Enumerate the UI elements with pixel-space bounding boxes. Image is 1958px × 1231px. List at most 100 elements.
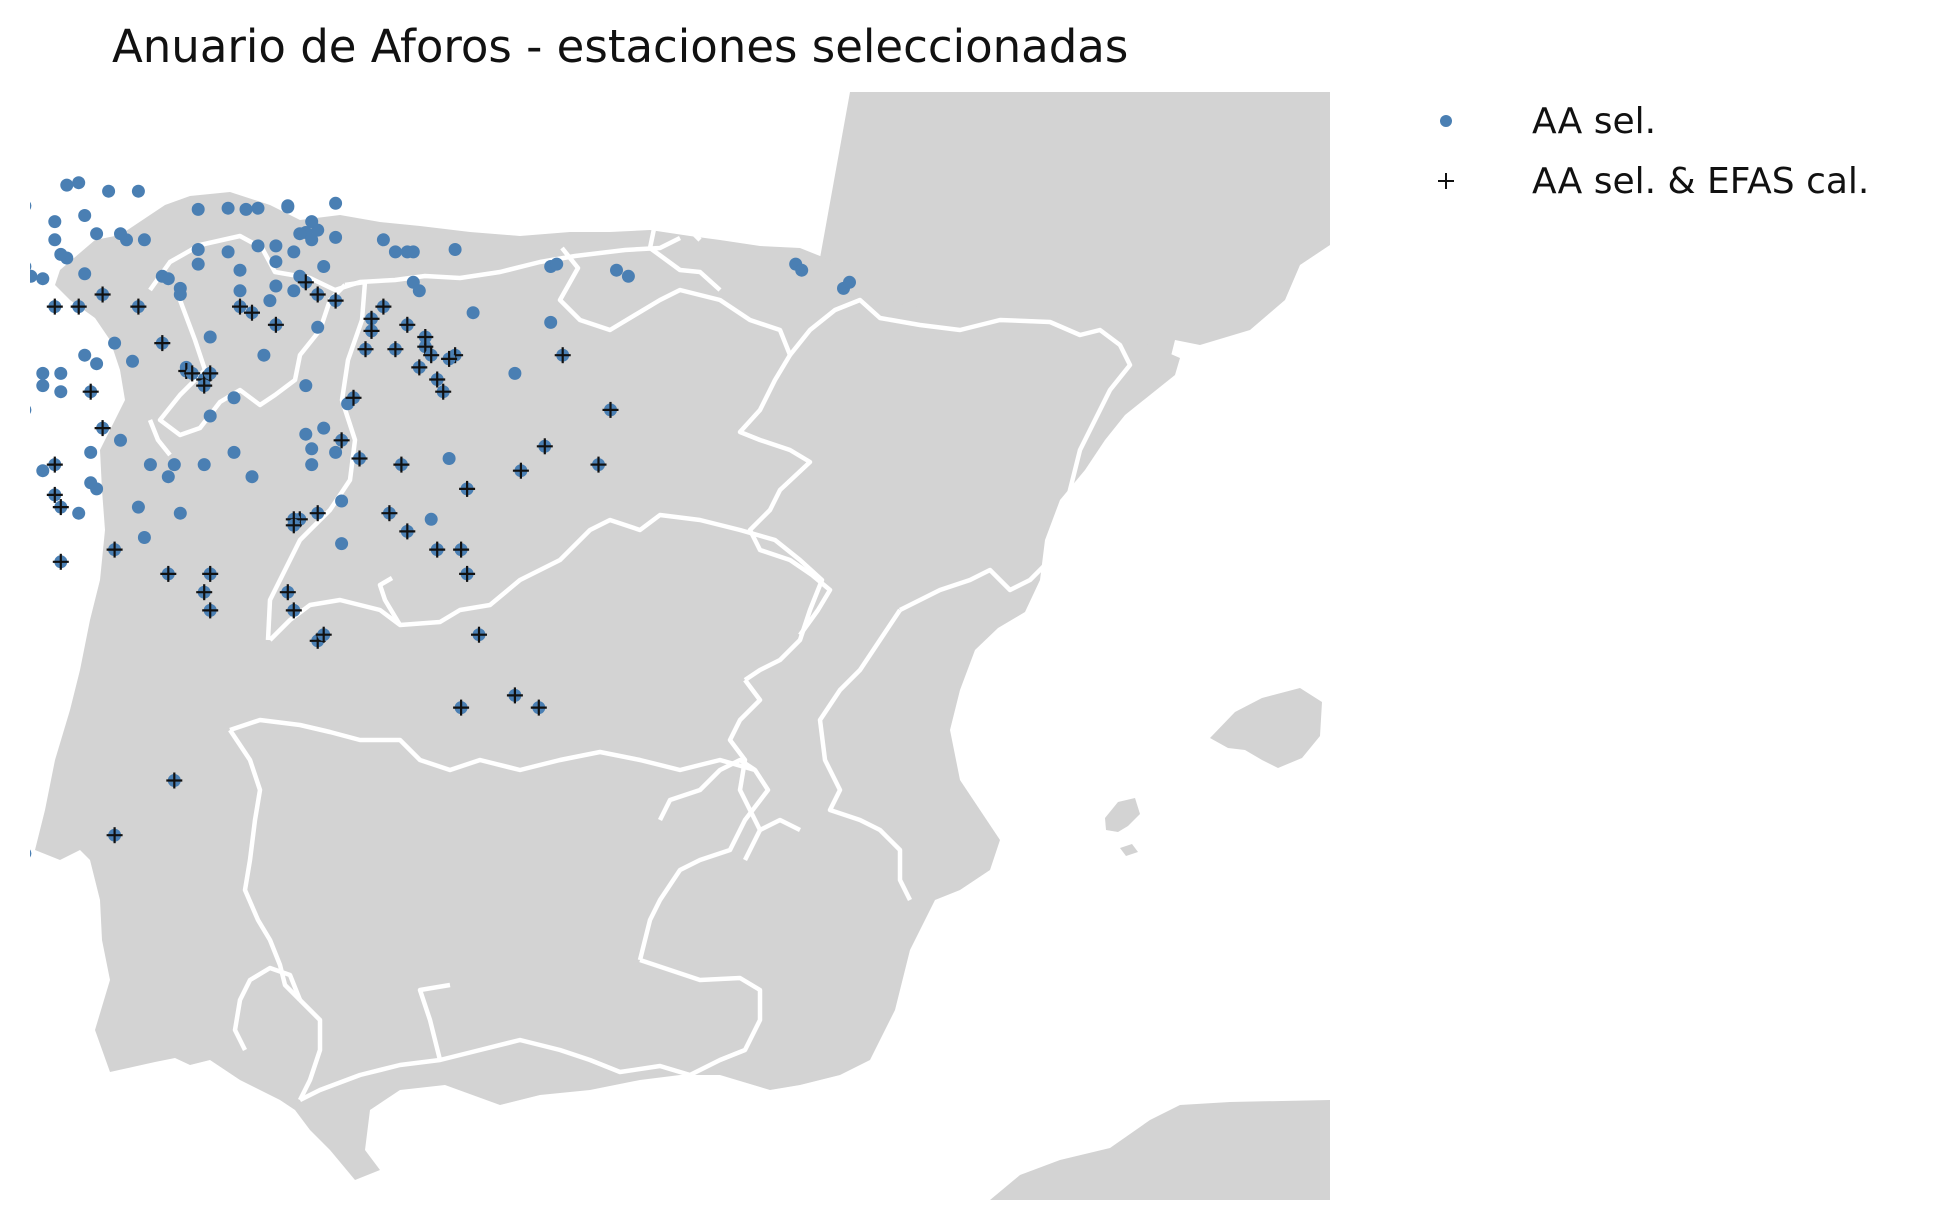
efas-calibrated-point <box>106 541 123 558</box>
station-point <box>78 348 92 362</box>
efas-calibrated-point <box>590 456 607 473</box>
station-point <box>12 258 25 271</box>
efas-calibrated-point <box>202 565 219 582</box>
station-point <box>90 357 104 371</box>
station-point <box>36 366 50 380</box>
efas-calibrated-point <box>417 329 434 345</box>
efas-calibrated-point <box>381 505 398 522</box>
efas-calibrated-point <box>46 298 63 315</box>
station-point <box>335 494 349 508</box>
efas-calibrated-point <box>345 389 362 406</box>
station-point <box>233 284 247 298</box>
station-point <box>102 184 116 198</box>
station-point <box>54 247 68 261</box>
iberia-landmass <box>35 192 1180 1180</box>
efas-calibrated-point <box>393 456 410 473</box>
legend-item-aa-sel: AA sel. <box>1426 96 1656 146</box>
station-point <box>311 320 325 334</box>
station-point <box>317 260 331 273</box>
station-point <box>78 267 92 281</box>
station-point <box>114 227 127 241</box>
efas-calibrated-point <box>52 553 69 570</box>
station-point <box>329 445 343 459</box>
station-point <box>299 379 313 393</box>
basin-borders <box>147 197 1133 1103</box>
station-point <box>335 537 349 551</box>
efas-calibrated-point <box>11 511 27 527</box>
station-point <box>251 239 265 253</box>
station-point <box>0 176 2 189</box>
efas-calibrated-point <box>267 316 284 333</box>
station-point <box>30 262 32 271</box>
efas-calibrated-point <box>94 286 111 303</box>
station-point <box>173 506 187 520</box>
efas-calibrated-point <box>441 350 458 367</box>
station-point <box>137 233 151 247</box>
efas-calibrated-point <box>399 523 416 540</box>
efas-calibrated-point <box>327 292 344 309</box>
station-point <box>60 178 74 192</box>
station-point <box>48 215 62 229</box>
efas-calibrated-point <box>285 602 302 619</box>
africa-landmass <box>990 1100 1330 1200</box>
station-point <box>251 201 265 215</box>
station-point <box>7 385 20 398</box>
ibiza-island <box>1105 798 1140 832</box>
efas-calibrated-point <box>459 480 476 497</box>
station-point <box>412 284 426 298</box>
legend-label: AA sel. <box>1532 100 1657 142</box>
efas-calibrated-point <box>399 316 416 333</box>
dot-marker-icon <box>1426 101 1466 141</box>
station-point <box>36 272 50 286</box>
station-point <box>197 458 211 472</box>
station-point <box>305 442 319 456</box>
map-title: Anuario de Aforos - estaciones seleccion… <box>112 20 1129 73</box>
efas-calibrated-point <box>52 499 69 516</box>
station-point <box>317 421 331 435</box>
station-point <box>90 227 104 241</box>
station-point <box>281 199 295 213</box>
station-point <box>544 315 558 329</box>
station-point <box>72 506 86 520</box>
station-point <box>126 354 139 368</box>
efas-calibrated-point <box>363 310 380 327</box>
station-point <box>239 202 253 216</box>
station-point <box>84 445 98 459</box>
efas-calibrated-point <box>196 584 213 601</box>
legend-item-aa-sel-efas: AA sel. & EFAS cal. <box>1426 156 1869 206</box>
station-point <box>54 366 68 380</box>
station-point <box>263 294 277 308</box>
efas-calibrated-point <box>453 699 470 716</box>
station-point <box>795 263 809 277</box>
efas-calibrated-point <box>459 565 476 582</box>
efas-calibrated-point <box>279 584 296 601</box>
efas-calibrated-point <box>363 322 380 339</box>
station-point <box>388 245 402 259</box>
station-point <box>305 458 319 472</box>
station-point <box>36 379 50 393</box>
station-point <box>0 434 8 447</box>
efas-calibrated-point <box>554 347 571 364</box>
station-point <box>287 284 301 298</box>
station-point <box>329 230 343 244</box>
station-point <box>466 306 480 320</box>
efas-calibrated-point <box>512 462 529 479</box>
station-point <box>30 269 38 283</box>
station-point <box>269 279 283 293</box>
station-point <box>78 209 92 222</box>
station-point <box>173 288 187 301</box>
efas-calibrated-point <box>94 420 111 437</box>
efas-calibrated-point <box>0 347 15 363</box>
mallorca-island <box>1210 688 1322 768</box>
station-point <box>84 476 98 490</box>
station-point <box>257 348 271 362</box>
station-point <box>161 272 175 286</box>
efas-calibrated-point <box>357 341 374 358</box>
efas-calibrated-point <box>315 626 332 643</box>
efas-calibrated-point <box>387 341 404 358</box>
station-point <box>108 336 122 350</box>
efas-calibrated-point <box>202 365 219 382</box>
efas-calibrated-point <box>196 377 213 394</box>
station-point <box>442 452 456 465</box>
